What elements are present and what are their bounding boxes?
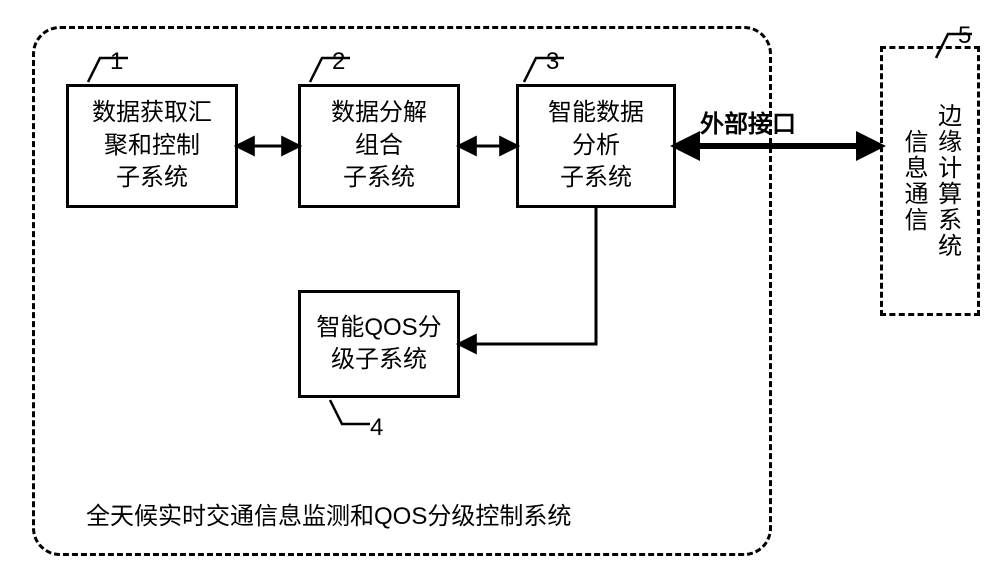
node-4-text: 智能QOS分级子系统	[316, 312, 441, 377]
num-label-1: 1	[110, 48, 123, 76]
external-interface-label: 外部接口	[700, 104, 796, 139]
node-4-box: 智能QOS分级子系统	[298, 290, 460, 398]
edge-box-col1: 信息通信	[896, 129, 930, 233]
num-label-4: 4	[370, 414, 383, 442]
node-2-box: 数据分解组合子系统	[298, 84, 460, 208]
num-label-3: 3	[546, 48, 559, 76]
node-1-box: 数据获取汇聚和控制子系统	[66, 84, 238, 208]
node-3-box: 智能数据分析子系统	[516, 84, 676, 208]
num-label-5: 5	[958, 22, 971, 50]
edge-computing-box: 信息通信 边缘计算系统	[880, 46, 980, 316]
num-label-2: 2	[332, 48, 345, 76]
node-1-text: 数据获取汇聚和控制子系统	[92, 97, 212, 194]
node-2-text: 数据分解组合子系统	[331, 97, 427, 194]
diagram-stage: 信息通信 边缘计算系统 数据获取汇聚和控制子系统 数据分解组合子系统 智能数据分…	[0, 0, 1000, 580]
edge-box-col2: 边缘计算系统	[930, 103, 964, 259]
outer-caption: 全天候实时交通信息监测和QOS分级控制系统	[86, 496, 571, 531]
node-3-text: 智能数据分析子系统	[548, 97, 644, 194]
